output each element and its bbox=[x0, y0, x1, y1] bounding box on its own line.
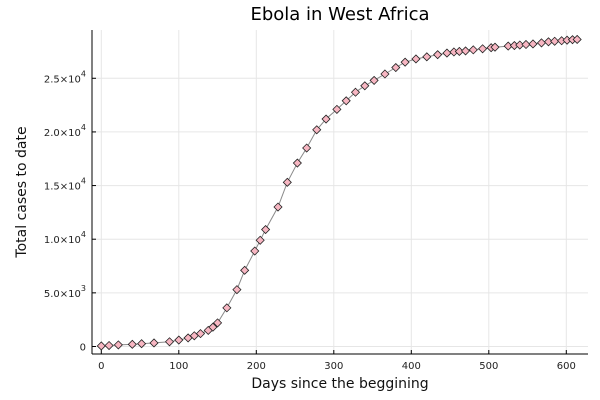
data-point bbox=[341, 96, 351, 106]
x-tick-label: 300 bbox=[324, 361, 343, 372]
data-point bbox=[321, 114, 331, 124]
chart-title: Ebola in West Africa bbox=[250, 4, 429, 25]
data-point bbox=[282, 177, 292, 187]
data-point bbox=[478, 44, 488, 54]
data-point bbox=[550, 36, 560, 46]
data-point bbox=[195, 329, 206, 339]
data-point bbox=[96, 341, 106, 351]
data-point bbox=[400, 57, 410, 67]
grid-lines bbox=[92, 30, 588, 354]
data-point bbox=[369, 75, 379, 85]
data-point bbox=[174, 335, 184, 345]
data-point bbox=[240, 265, 250, 275]
series-line bbox=[101, 38, 578, 347]
data-point bbox=[528, 39, 538, 49]
data-point bbox=[212, 318, 223, 328]
x-tick-label: 600 bbox=[557, 361, 576, 372]
data-point bbox=[521, 39, 531, 50]
x-tick-label: 100 bbox=[169, 361, 188, 372]
y-tick-label: 5.0×103 bbox=[44, 284, 86, 300]
data-point bbox=[250, 246, 260, 256]
axes bbox=[91, 30, 588, 355]
data-point bbox=[442, 48, 452, 58]
data-point bbox=[232, 285, 242, 295]
data-point bbox=[391, 62, 401, 73]
tick-labels: 0 100 200 300 400 500 600 0 5.0×103 1.0×104 1.5×10… bbox=[44, 69, 576, 372]
data-point bbox=[113, 340, 123, 350]
series-line-layer bbox=[101, 38, 578, 347]
data-point bbox=[312, 125, 322, 135]
data-point bbox=[460, 46, 471, 56]
data-point bbox=[411, 54, 421, 64]
x-tick-label: 200 bbox=[247, 361, 266, 372]
data-point bbox=[292, 158, 302, 168]
x-axis-title: Days since the beggining bbox=[251, 376, 428, 392]
data-point bbox=[137, 339, 147, 349]
x-tick-label: 0 bbox=[98, 361, 104, 372]
data-point bbox=[104, 340, 114, 351]
data-point bbox=[468, 45, 478, 55]
x-tick-label: 500 bbox=[479, 361, 498, 372]
data-point bbox=[360, 81, 370, 91]
data-point bbox=[380, 69, 390, 79]
x-tick-label: 400 bbox=[402, 361, 421, 372]
y-tick-label: 2.5×104 bbox=[44, 69, 86, 85]
y-tick-label: 2.0×104 bbox=[44, 123, 86, 139]
data-point bbox=[350, 87, 361, 97]
y-axis-title: Total cases to date bbox=[14, 126, 30, 258]
data-point bbox=[208, 322, 218, 332]
data-point bbox=[572, 34, 582, 45]
y-tick-label: 1.0×104 bbox=[44, 230, 86, 246]
data-point bbox=[149, 338, 159, 348]
data-point bbox=[127, 339, 137, 349]
y-tick-label: 1.5×104 bbox=[44, 177, 86, 193]
data-point bbox=[255, 235, 265, 245]
data-point bbox=[536, 38, 547, 48]
data-point bbox=[164, 337, 175, 347]
data-point bbox=[261, 224, 271, 235]
data-point bbox=[433, 50, 443, 60]
data-point bbox=[222, 303, 232, 313]
data-point bbox=[332, 104, 342, 114]
y-tick-label: 0 bbox=[80, 342, 86, 353]
data-point bbox=[302, 143, 312, 153]
data-points bbox=[96, 34, 582, 351]
data-point bbox=[273, 202, 283, 212]
data-point bbox=[490, 42, 500, 52]
data-point bbox=[422, 52, 432, 62]
